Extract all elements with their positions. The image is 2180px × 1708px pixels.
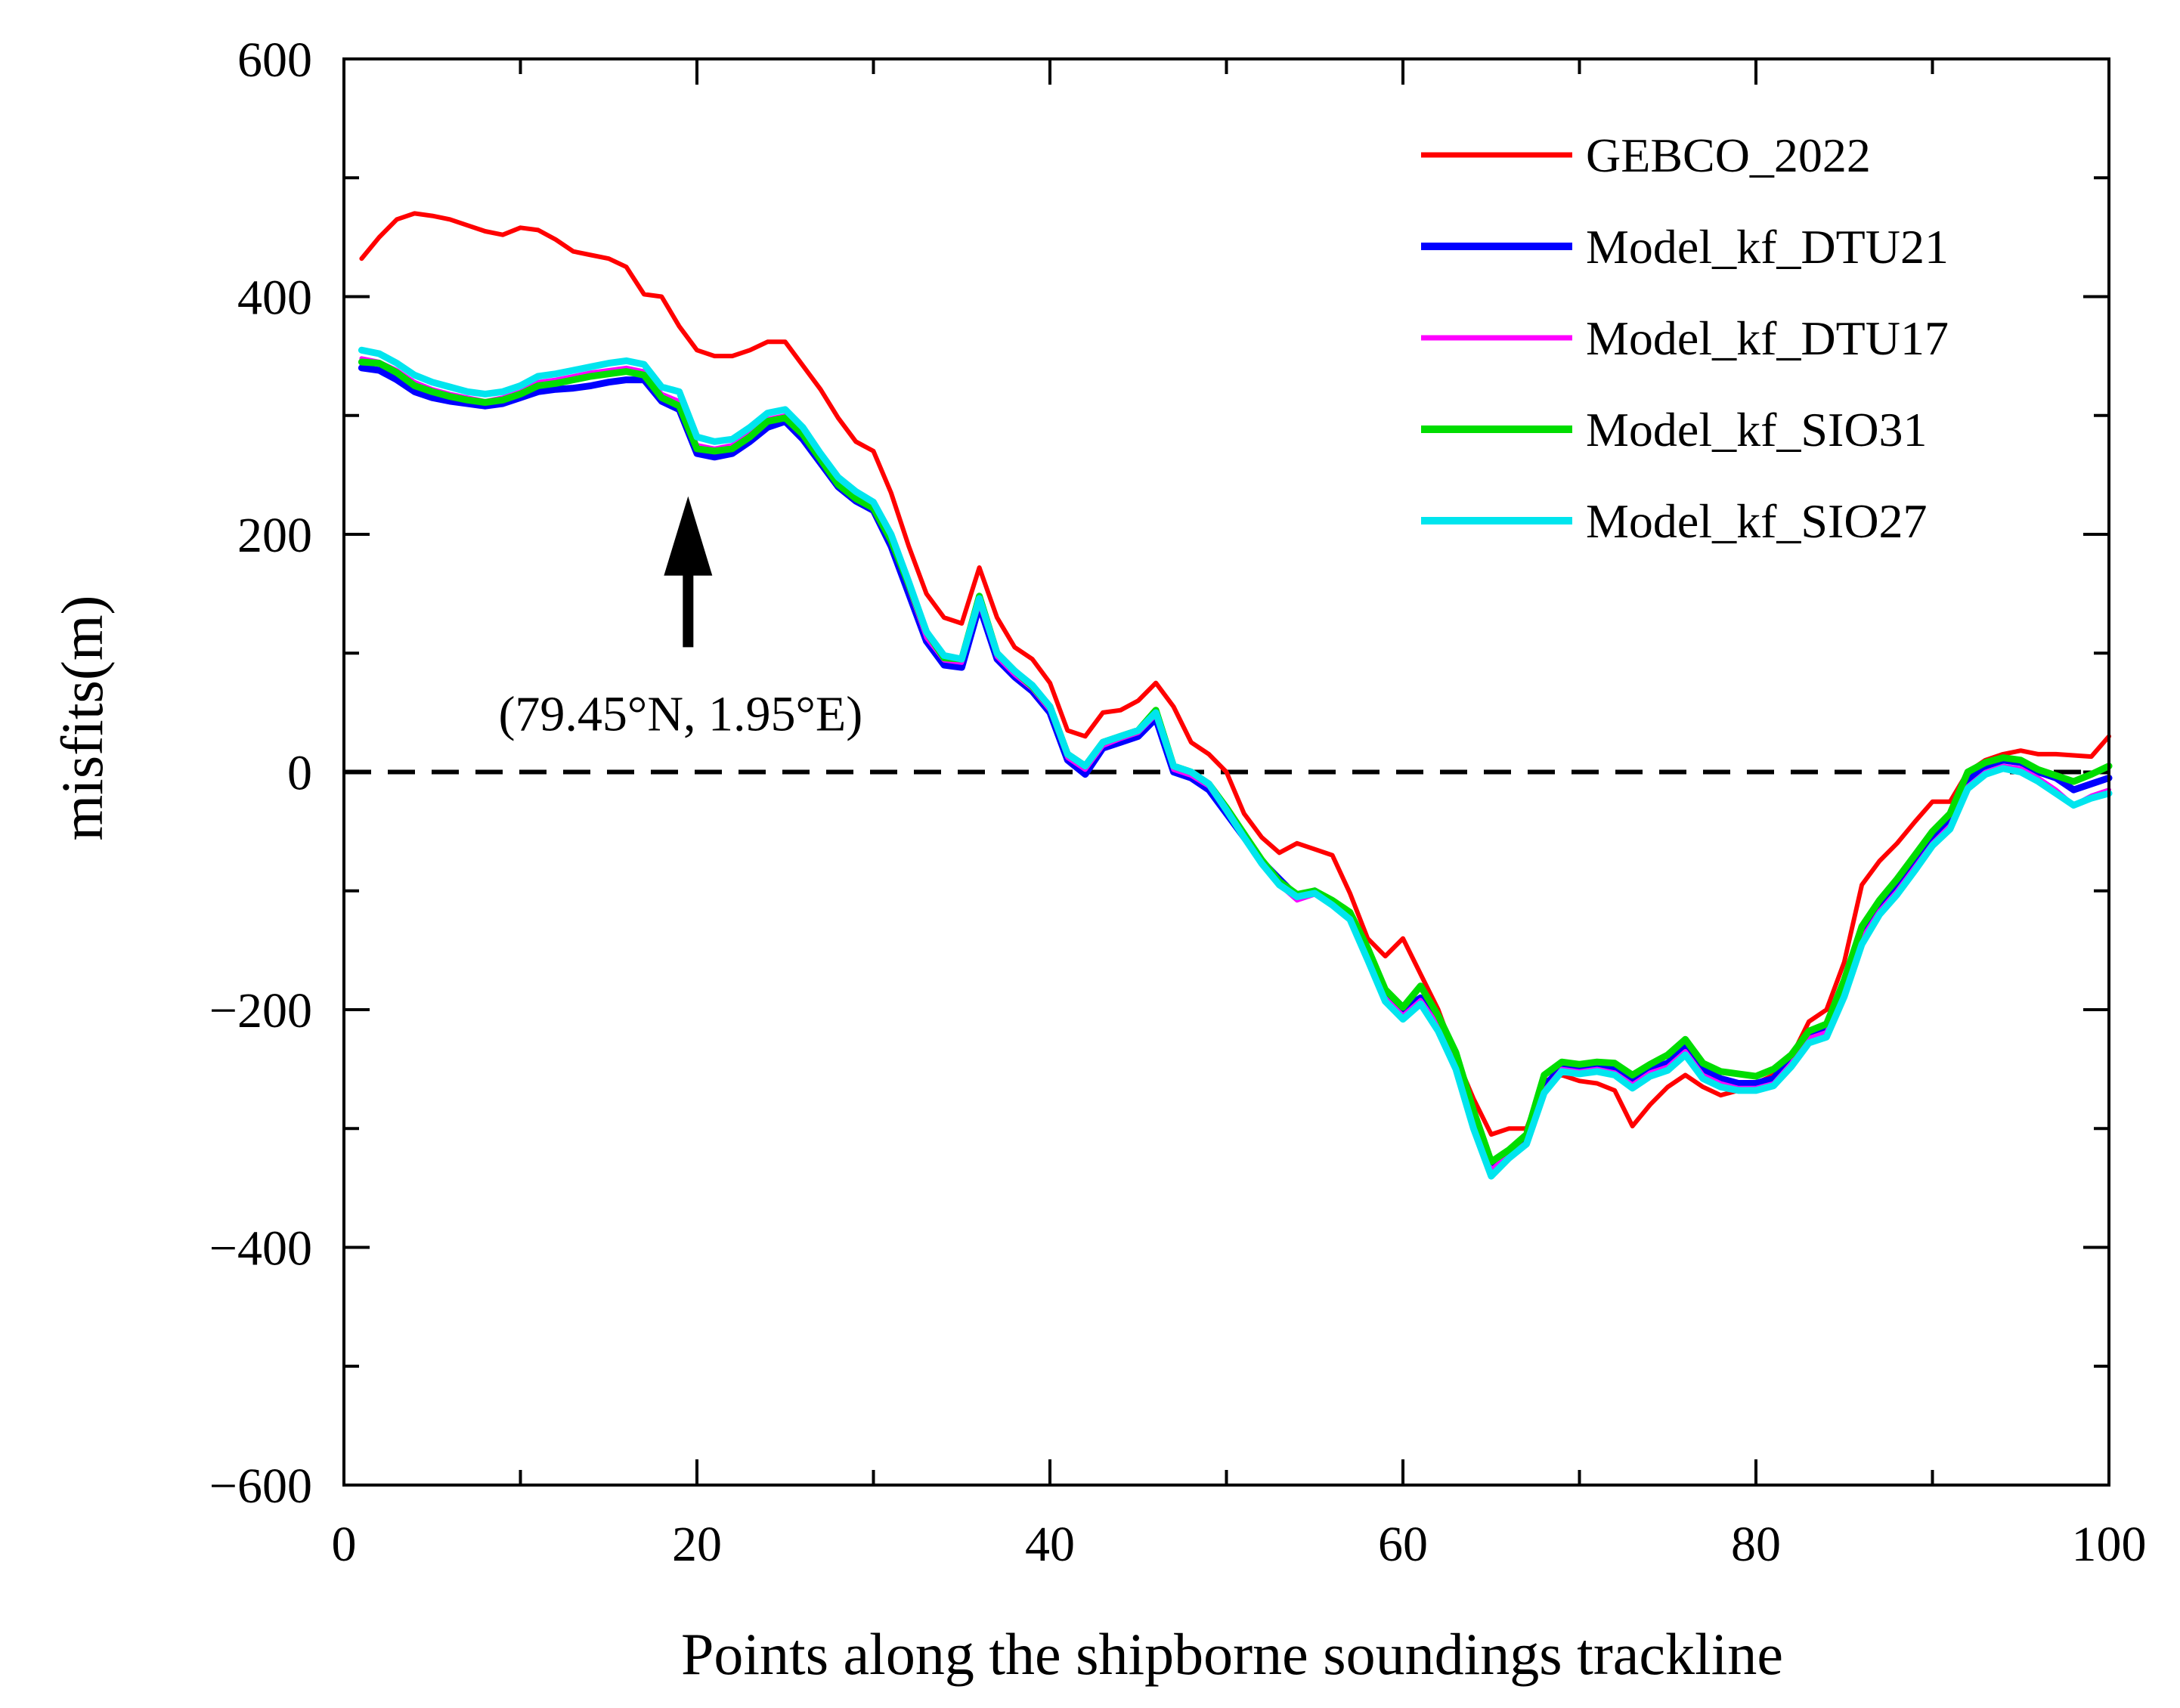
x-tick-label: 20 xyxy=(672,1517,722,1572)
series-line-gebco-2022 xyxy=(359,211,2111,1137)
legend-label: GEBCO_2022 xyxy=(1586,128,1871,182)
series-line-model-kf-sio27 xyxy=(358,346,2113,1180)
series-line-model-kf-sio31 xyxy=(358,358,2113,1165)
x-tick-label: 100 xyxy=(2072,1517,2147,1572)
location-label: (79.45°N, 1.95°E) xyxy=(498,686,862,741)
y-tick-label: −200 xyxy=(209,983,312,1038)
y-tick-label: 200 xyxy=(237,508,312,563)
legend-label: Model_kf_DTU21 xyxy=(1586,220,1949,274)
y-tick-label: 400 xyxy=(237,271,312,326)
y-tick-label: −400 xyxy=(209,1221,312,1276)
y-axis-title: misfits(m) xyxy=(49,596,115,841)
legend-label: Model_kf_SIO31 xyxy=(1586,403,1928,456)
arrow-head-icon xyxy=(664,496,713,576)
series-line-model-kf-dtu17 xyxy=(359,356,2111,1173)
x-tick-labels: 0 20 40 60 80 100 xyxy=(332,1517,2147,1572)
y-tick-label: 0 xyxy=(287,746,312,801)
x-axis-title: Points along the shipborne soundings tra… xyxy=(681,1621,1783,1687)
series-line-model-kf-dtu21 xyxy=(358,364,2113,1168)
y-tick-label: −600 xyxy=(209,1459,312,1514)
legend: GEBCO_2022 Model_kf_DTU21 Model_kf_DTU17 Mo… xyxy=(1421,128,1949,548)
series-lines xyxy=(358,211,2113,1180)
y-tick-labels: 600 400 200 0 −200 −400 −600 xyxy=(209,32,312,1514)
x-tick-label: 80 xyxy=(1731,1517,1781,1572)
y-tick-label: 600 xyxy=(237,32,312,88)
x-tick-label: 40 xyxy=(1025,1517,1075,1572)
x-tick-label: 60 xyxy=(1378,1517,1428,1572)
plot-area-frame xyxy=(342,57,2110,1487)
legend-label: Model_kf_SIO27 xyxy=(1586,494,1928,548)
legend-label: Model_kf_DTU17 xyxy=(1586,311,1949,365)
location-annotation: (79.45°N, 1.95°E) xyxy=(498,496,862,741)
x-tick-label: 0 xyxy=(332,1517,357,1572)
